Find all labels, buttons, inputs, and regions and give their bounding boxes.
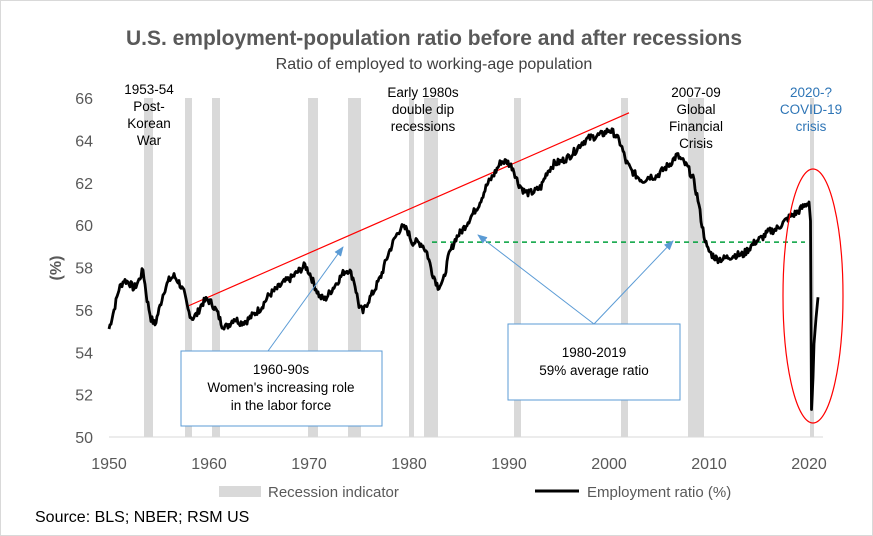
legend: Recession indicator Employment ratio (%)	[219, 484, 731, 501]
y-axis-label: (%)	[48, 256, 65, 281]
legend-recession-label: Recession indicator	[268, 484, 399, 501]
y-tick-label: 50	[75, 430, 93, 447]
legend-recession-swatch	[219, 486, 261, 497]
trend-line	[188, 112, 630, 307]
callout-women-line3: in the labor force	[231, 398, 332, 413]
x-tick-label: 2010	[691, 456, 727, 473]
chart-title: U.S. employment-population ratio before …	[126, 27, 742, 50]
arrow-average-left	[477, 234, 595, 325]
x-tick-label: 1990	[491, 456, 527, 473]
x-tick-label: 1980	[391, 456, 427, 473]
x-tick-labels: 1950 1960 1970 1980 1990 2000 2010 2020	[91, 456, 827, 473]
annotation-covid-line2: COVID-19	[780, 102, 842, 117]
annotation-gfc-line4: Crisis	[679, 136, 713, 151]
callout-average-line2: 59% average ratio	[539, 363, 649, 378]
callout-women-line2: Women's increasing role	[207, 380, 354, 395]
callout-women-line1: 1960-90s	[253, 362, 310, 377]
callout-average-ratio: 1980-2019 59% average ratio	[507, 323, 681, 401]
recession-band-9	[688, 98, 704, 437]
recession-band-0	[144, 98, 153, 437]
recession-band-2	[212, 98, 220, 437]
annotation-early80s-line3: recessions	[391, 119, 456, 134]
annotation-gfc: 2007-09 Global Financial Crisis	[669, 85, 723, 151]
recession-bands	[144, 98, 814, 437]
arrow-average-right	[593, 240, 674, 325]
y-tick-label: 64	[75, 133, 93, 150]
chart-subtitle: Ratio of employed to working-age populat…	[276, 56, 593, 73]
x-tick-label: 2020	[791, 456, 827, 473]
employment-ratio-line	[107, 127, 820, 411]
annotation-covid-line3: crisis	[796, 119, 827, 134]
source-note: Source: BLS; NBER; RSM US	[35, 509, 249, 526]
annotation-korean-war: 1953-54 Post- Korean War	[124, 82, 174, 148]
y-tick-label: 66	[75, 91, 93, 108]
annotation-gfc-line3: Financial	[669, 119, 723, 134]
annotation-covid-line1: 2020-?	[790, 85, 832, 100]
callout-average-line1: 1980-2019	[562, 345, 627, 360]
y-tick-label: 58	[75, 261, 93, 278]
annotation-korean-line2: Post-	[133, 99, 165, 114]
y-tick-label: 60	[75, 218, 93, 235]
annotation-korean-line3: Korean	[127, 116, 171, 131]
annotation-korean-line4: War	[137, 133, 162, 148]
y-tick-label: 62	[75, 176, 93, 193]
annotation-gfc-line2: Global	[676, 102, 715, 117]
annotation-early-1980s: Early 1980s double dip recessions	[387, 85, 459, 134]
x-tick-label: 1960	[191, 456, 227, 473]
annotation-gfc-line1: 2007-09	[671, 85, 721, 100]
annotation-early80s-line1: Early 1980s	[387, 85, 459, 100]
y-tick-labels: 50 52 54 56 58 60 62 64 66	[75, 91, 93, 447]
recession-band-1	[185, 98, 192, 437]
x-tick-label: 1970	[291, 456, 327, 473]
annotation-covid: 2020-? COVID-19 crisis	[780, 85, 842, 134]
recession-band-7	[514, 98, 521, 437]
annotation-early80s-line2: double dip	[392, 102, 454, 117]
recession-band-5	[409, 98, 414, 437]
y-tick-label: 54	[75, 345, 93, 362]
callout-women-box	[180, 350, 383, 427]
annotation-korean-line1: 1953-54	[124, 82, 174, 97]
y-tick-label: 56	[75, 303, 93, 320]
x-tick-label: 1950	[91, 456, 127, 473]
callout-women-labor: 1960-90s Women's increasing role in the …	[180, 350, 383, 427]
x-tick-label: 2000	[591, 456, 627, 473]
arrow-women-trend	[267, 246, 344, 352]
callout-average-box	[507, 323, 681, 401]
covid-highlight-ellipse	[782, 168, 844, 424]
recession-band-3	[308, 98, 318, 437]
y-tick-label: 52	[75, 388, 93, 405]
legend-ratio-label: Employment ratio (%)	[587, 484, 731, 501]
recession-band-8	[621, 98, 628, 437]
